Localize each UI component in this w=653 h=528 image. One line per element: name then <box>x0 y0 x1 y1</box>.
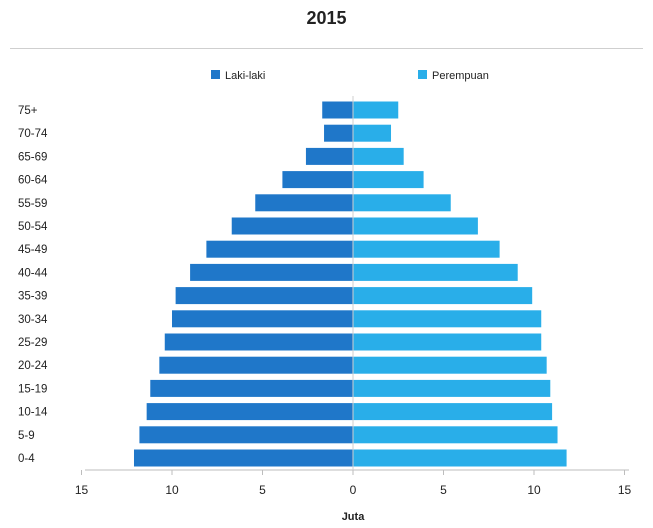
age-group-label: 70-74 <box>18 128 48 140</box>
chart-title: 2015 <box>306 8 347 28</box>
bar-laki-laki <box>324 124 353 142</box>
bar-perempuan <box>353 171 424 189</box>
legend-swatch-1 <box>418 70 427 79</box>
bar-perempuan <box>353 287 533 305</box>
age-group-label: 5-9 <box>18 430 35 442</box>
bar-perempuan <box>353 124 392 142</box>
bar-perempuan <box>353 403 553 421</box>
x-tick-label: 5 <box>259 483 266 497</box>
x-tick-label: 5 <box>440 483 447 497</box>
age-group-label: 25-29 <box>18 337 47 349</box>
x-axis: 15 10 5 0 5 10 15 <box>75 96 632 497</box>
bar-perempuan <box>353 194 451 212</box>
bar-laki-laki <box>172 310 353 328</box>
bar-laki-laki <box>255 194 353 212</box>
bar-perempuan <box>353 379 551 397</box>
bar-perempuan <box>353 101 399 119</box>
age-group-label: 65-69 <box>18 151 47 163</box>
bar-perempuan <box>353 356 547 374</box>
bar-perempuan <box>353 310 542 328</box>
x-axis-label: Juta <box>342 511 366 523</box>
age-group-label: 10-14 <box>18 407 48 419</box>
bar-laki-laki <box>175 287 353 305</box>
bar-laki-laki <box>146 403 353 421</box>
bar-perempuan <box>353 217 478 235</box>
age-group-label: 35-39 <box>18 291 47 303</box>
title-divider <box>10 48 643 49</box>
x-tick-label: 15 <box>618 483 632 497</box>
bar-laki-laki <box>150 379 353 397</box>
bars-group <box>133 101 567 467</box>
x-tick-label: 0 <box>350 483 357 497</box>
legend: Laki-laki Perempuan <box>211 70 489 82</box>
age-group-label: 55-59 <box>18 198 47 210</box>
age-group-label: 40-44 <box>18 267 48 279</box>
age-group-label: 50-54 <box>18 221 48 233</box>
bar-laki-laki <box>231 217 353 235</box>
age-group-label: 0-4 <box>18 453 35 465</box>
bar-perempuan <box>353 240 500 258</box>
x-tick-label: 15 <box>75 483 89 497</box>
bar-laki-laki <box>164 333 353 351</box>
bar-perempuan <box>353 449 567 467</box>
age-group-label: 45-49 <box>18 244 47 256</box>
x-tick-label: 10 <box>165 483 179 497</box>
bar-laki-laki <box>282 171 353 189</box>
legend-label-0: Laki-laki <box>225 70 265 82</box>
bar-laki-laki <box>133 449 353 467</box>
age-group-label: 75+ <box>18 105 38 117</box>
bar-laki-laki <box>206 240 353 258</box>
age-group-label: 15-19 <box>18 383 47 395</box>
bar-laki-laki <box>322 101 353 119</box>
bar-laki-laki <box>139 426 353 444</box>
age-group-labels: 75+ 70-74 65-69 60-64 55-59 50-54 45-49 40-44 35… <box>18 105 48 465</box>
bar-perempuan <box>353 333 542 351</box>
bar-laki-laki <box>305 147 353 165</box>
bar-perempuan <box>353 426 558 444</box>
age-group-label: 30-34 <box>18 314 48 326</box>
bar-laki-laki <box>190 263 353 281</box>
legend-swatch-0 <box>211 70 220 79</box>
age-group-label: 60-64 <box>18 175 48 187</box>
bar-laki-laki <box>159 356 353 374</box>
age-group-label: 20-24 <box>18 360 48 372</box>
bar-perempuan <box>353 147 404 165</box>
bar-perempuan <box>353 263 518 281</box>
x-tick-label: 10 <box>527 483 541 497</box>
legend-label-1: Perempuan <box>432 70 489 82</box>
